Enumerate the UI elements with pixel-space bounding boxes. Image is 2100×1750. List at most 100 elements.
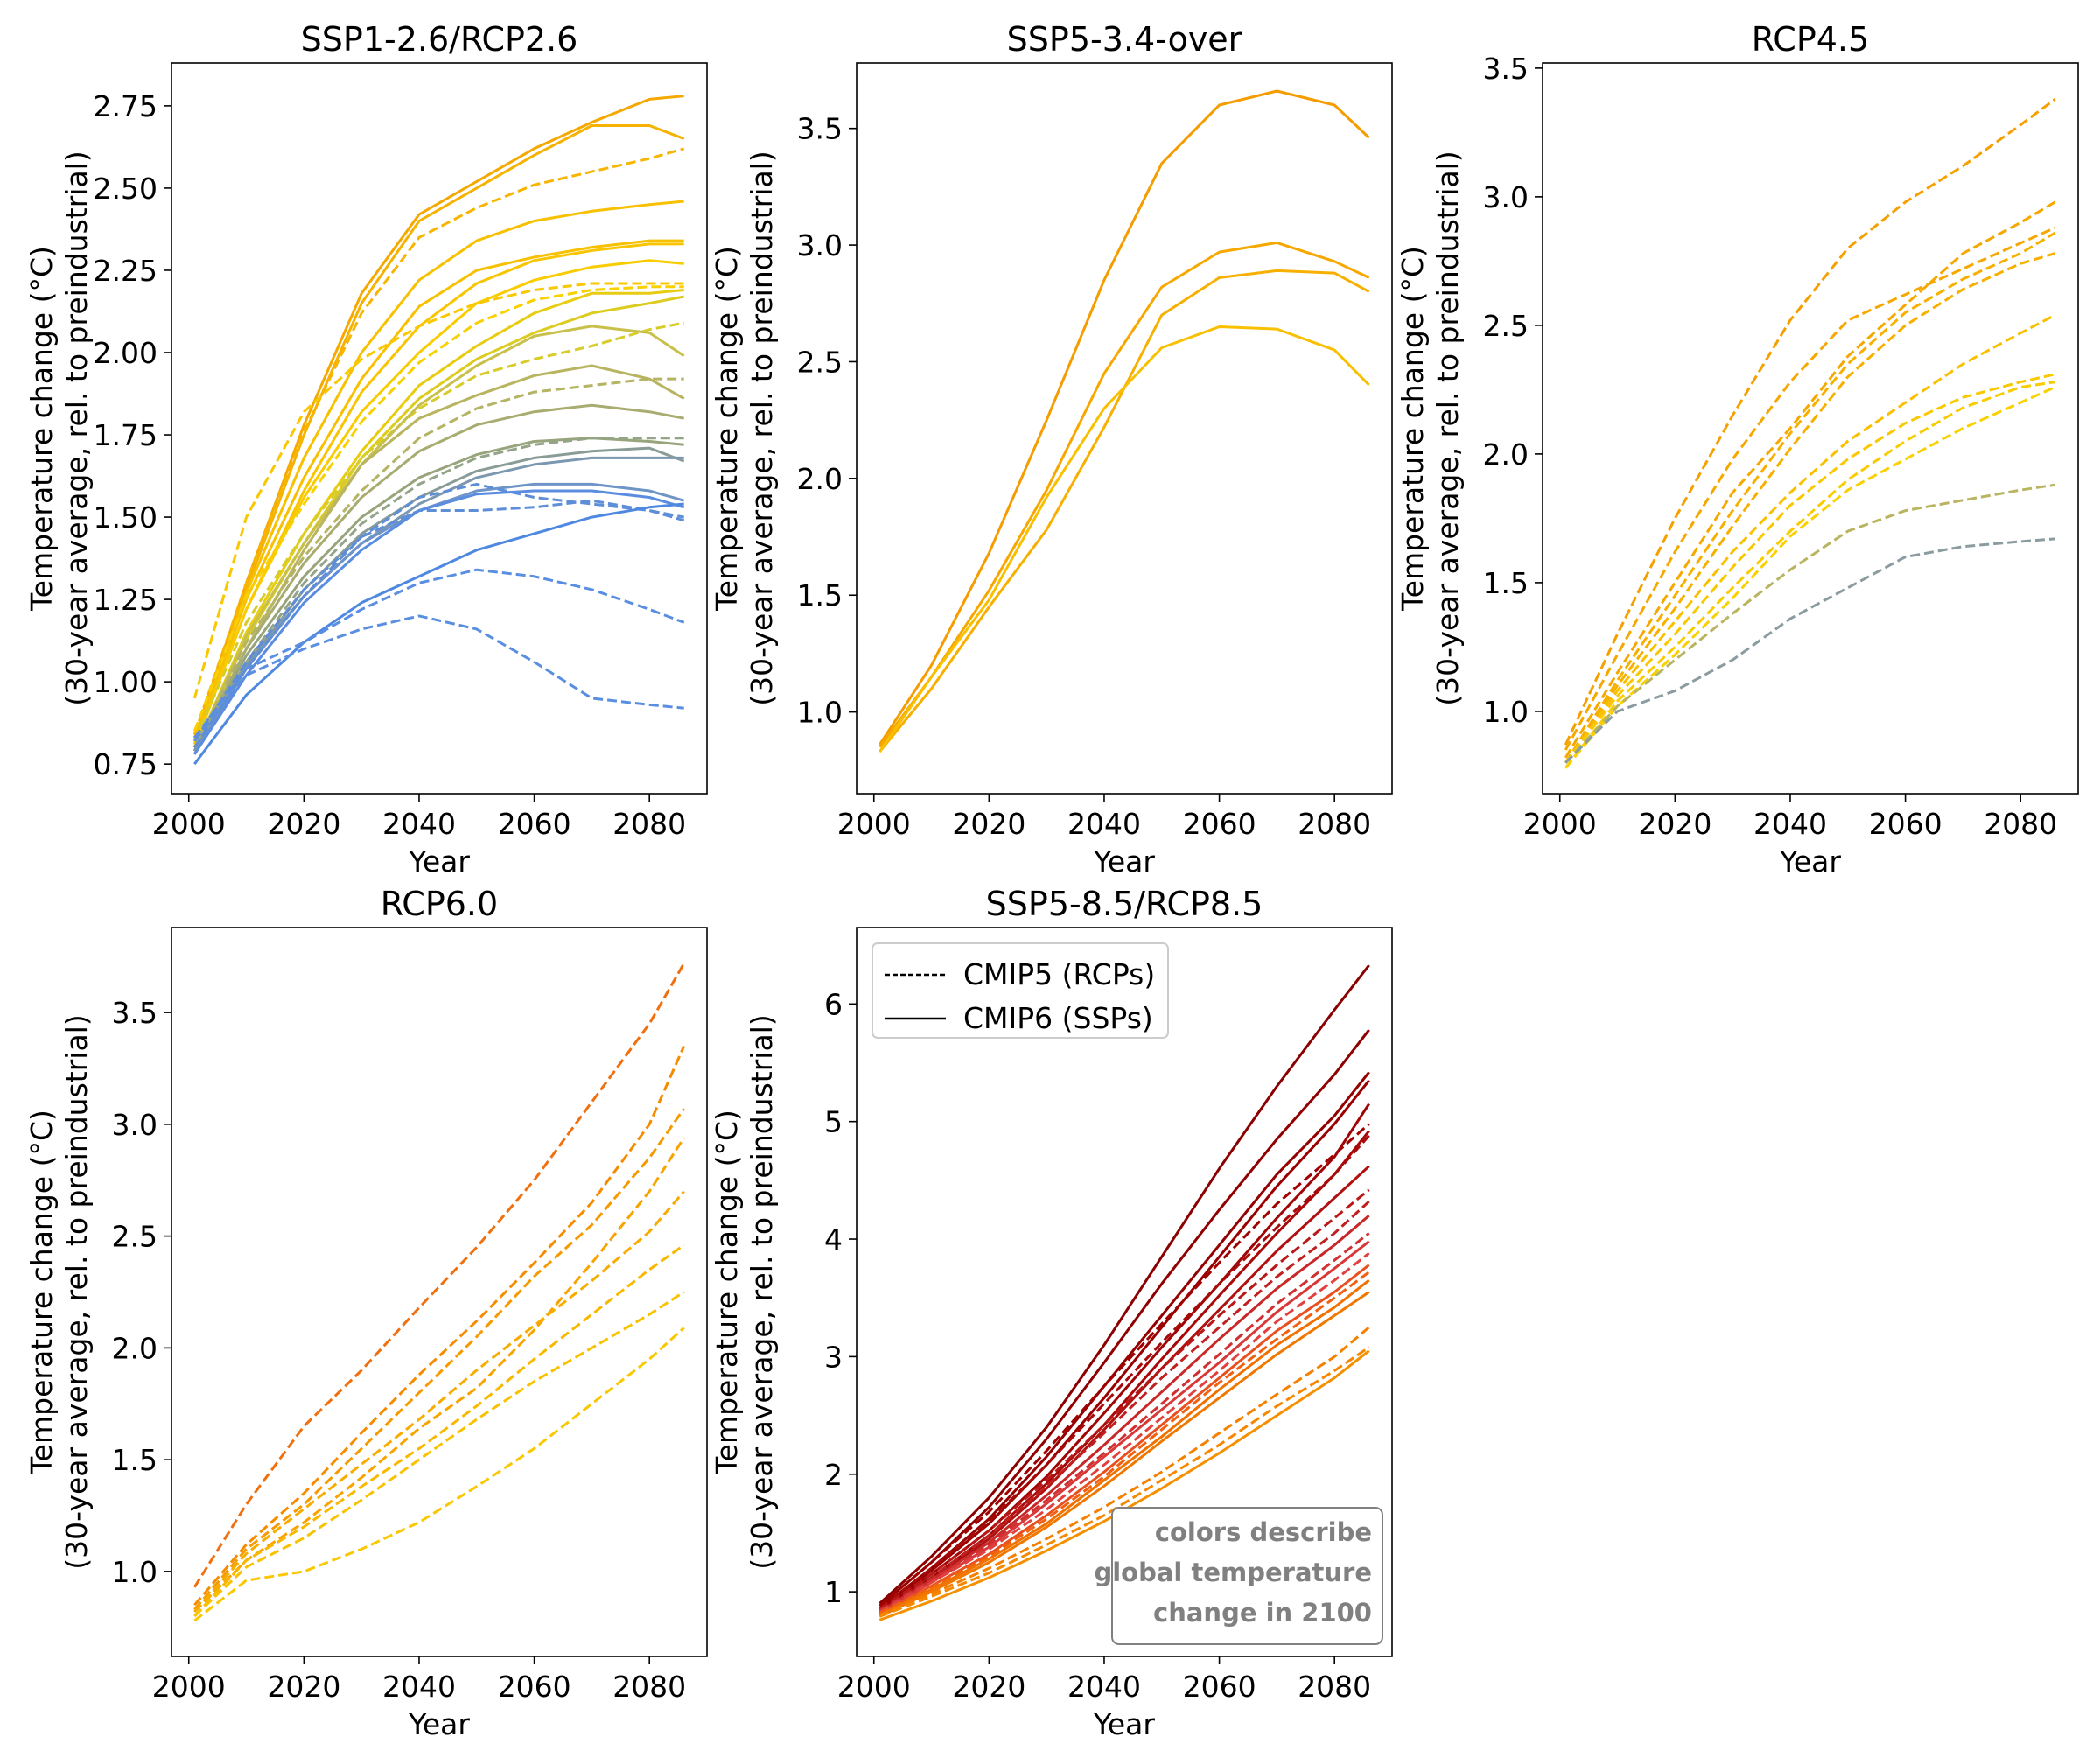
- x-tick-label: 2020: [267, 1670, 340, 1704]
- panel-title: SSP5-8.5/RCP8.5: [986, 885, 1264, 923]
- y-axis-label-sub: (30-year average, rel. to preindustrial): [1431, 150, 1465, 705]
- y-tick-label: 2.75: [94, 89, 158, 123]
- y-axis-label: Temperature change (°C): [1396, 246, 1430, 612]
- x-tick-label: 2000: [152, 807, 226, 841]
- series-line-1: [1564, 97, 2056, 746]
- series-line-23: [193, 499, 685, 742]
- series-line-8: [1564, 381, 2055, 769]
- series-line-3: [878, 269, 1370, 752]
- x-tick-label: 2080: [1984, 807, 2057, 841]
- y-tick-label: 1.25: [94, 583, 158, 617]
- series-line-10: [1564, 483, 2055, 764]
- y-tick-label: 3.0: [1483, 180, 1529, 214]
- x-tick-label: 2020: [267, 807, 340, 841]
- x-tick-label: 2020: [1638, 807, 1712, 841]
- y-tick-label: 1.0: [112, 1555, 158, 1589]
- series-line-7: [878, 1130, 1370, 1614]
- y-tick-label: 1.75: [94, 418, 158, 452]
- series-line-6: [193, 1243, 685, 1618]
- y-tick-label: 2.0: [797, 462, 843, 496]
- y-tick-label: 1.0: [797, 696, 843, 730]
- y-tick-label: 2.0: [112, 1331, 158, 1365]
- y-tick-label: 2.25: [94, 254, 158, 288]
- x-tick-label: 2060: [1869, 807, 1942, 841]
- series-line-22: [193, 482, 684, 749]
- series-line-5: [192, 239, 684, 746]
- x-axis-label: Year: [1093, 844, 1155, 878]
- series-group: [878, 89, 1370, 752]
- series-line-8: [878, 1134, 1370, 1610]
- x-axis-label: Year: [1779, 844, 1841, 878]
- series-line-18: [878, 1278, 1370, 1617]
- series-line-4: [878, 1079, 1370, 1611]
- series-line-10: [878, 1188, 1370, 1611]
- y-tick-label: 3.0: [112, 1108, 158, 1142]
- color-note-box: [1111, 1507, 1383, 1645]
- x-tick-label: 2040: [1068, 1670, 1141, 1704]
- series-line-2: [878, 241, 1370, 748]
- series-line-20: [878, 1326, 1370, 1617]
- series-line-4: [1564, 231, 2056, 764]
- series-line-14: [192, 364, 685, 752]
- y-tick-label: 3.5: [797, 112, 843, 146]
- series-line-22: [878, 1349, 1370, 1621]
- series-line-2: [1564, 200, 2056, 759]
- x-tick-label: 2060: [498, 1670, 571, 1704]
- series-line-26: [193, 568, 685, 738]
- series-line-24: [193, 489, 685, 755]
- series-line-5: [193, 1190, 685, 1613]
- y-tick-label: 1.5: [112, 1443, 158, 1477]
- x-axis-label: Year: [408, 1707, 470, 1741]
- panel-2: SSP5-3.4-over 1.0 1.5 2.0 2.5 3.0 3.5 2000 2020 2…: [710, 20, 1393, 878]
- panel-title: SSP1-2.6/RCP2.6: [301, 20, 578, 59]
- series-line-6: [1564, 313, 2056, 764]
- x-tick-label: 2040: [1068, 807, 1141, 841]
- series-line-9: [878, 1165, 1370, 1614]
- y-axis-label: Temperature change (°C): [710, 246, 744, 612]
- series-line-12: [878, 1214, 1370, 1614]
- series-line-25: [193, 502, 684, 766]
- series-line-4: [192, 200, 684, 742]
- x-tick-label: 2060: [1183, 807, 1256, 841]
- x-tick-label: 2020: [952, 807, 1026, 841]
- y-tick-label: 2.5: [1483, 309, 1529, 343]
- x-tick-label: 2000: [152, 1670, 226, 1704]
- series-line-12: [192, 321, 684, 742]
- series-group: [193, 962, 686, 1622]
- series-line-3: [193, 1108, 685, 1611]
- y-tick-label: 2.5: [797, 345, 843, 379]
- y-tick-label: 3.0: [797, 228, 843, 262]
- series-line-3: [192, 147, 685, 735]
- series-line-18: [193, 437, 684, 752]
- color-note-line: change in 2100: [1153, 1598, 1372, 1628]
- y-tick-label: 1.0: [1483, 695, 1529, 729]
- series-line-27: [193, 614, 684, 742]
- series-line-9: [1564, 386, 2056, 769]
- x-axis-label: Year: [408, 844, 470, 878]
- color-note: colors describe global temperature change …: [1094, 1507, 1383, 1645]
- plot-frame: [171, 927, 708, 1657]
- series-line-7: [193, 1291, 685, 1618]
- y-tick-label: 1.5: [1483, 566, 1529, 600]
- panel-title: RCP4.5: [1752, 20, 1869, 59]
- plot-frame: [1542, 62, 2079, 794]
- series-line-13: [878, 1232, 1370, 1612]
- y-tick-label: 1.5: [797, 578, 843, 612]
- series-group: [878, 964, 1370, 1621]
- series-line-15: [192, 377, 684, 748]
- color-note-line: global temperature: [1094, 1558, 1372, 1587]
- y-axis-label-sub: (30-year average, rel. to preindustrial): [745, 150, 779, 705]
- y-tick-label: 3: [824, 1340, 843, 1374]
- series-line-19: [878, 1291, 1370, 1618]
- panel-3: RCP4.5 1.0 1.5 2.0 2.5 3.0 3.5 2000 2020 2040 2060…: [1396, 20, 2079, 878]
- panel-1: SSP1-2.6/RCP2.6 0.75 1.00 1.25 1.50 1.75 2.00 2…: [24, 20, 708, 878]
- y-tick-label: 0.75: [94, 747, 158, 781]
- series-line-8: [192, 282, 684, 699]
- series-line-1: [193, 962, 686, 1588]
- y-tick-label: 1.50: [94, 500, 158, 535]
- y-tick-label: 5: [824, 1105, 843, 1139]
- y-axis-label: Temperature change (°C): [24, 1110, 59, 1475]
- x-axis-label: Year: [1093, 1707, 1155, 1741]
- y-tick-label: 6: [824, 987, 843, 1021]
- series-line-15: [878, 1252, 1370, 1614]
